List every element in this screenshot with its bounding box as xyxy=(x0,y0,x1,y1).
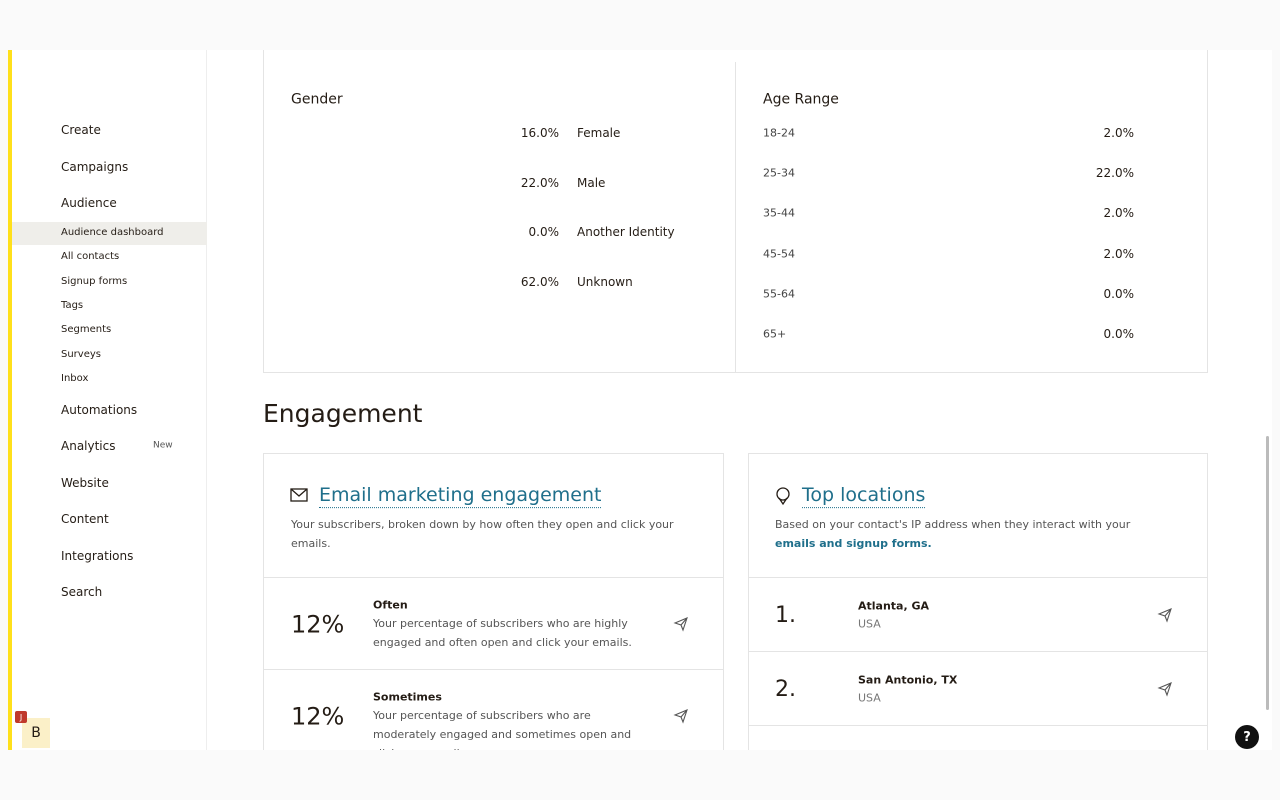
scrollbar-thumb xyxy=(1266,436,1269,710)
age-value: 2.0% xyxy=(1103,205,1135,220)
nav-subitem[interactable]: Segments xyxy=(61,324,112,335)
age-label: 45-54 xyxy=(763,247,795,261)
location-rank: 1. xyxy=(775,602,796,628)
section-heading: Engagement xyxy=(263,399,423,428)
notification-badge: J xyxy=(15,711,27,723)
engagement-description: Your percentage of subscribers who are m… xyxy=(373,709,632,750)
nav-item[interactable]: Integrations xyxy=(61,548,134,563)
location-country: USA xyxy=(858,617,881,631)
legend-value: 22.0% xyxy=(520,175,559,190)
location-rank: 2. xyxy=(775,676,796,702)
age-label: 18-24 xyxy=(763,126,795,140)
location-city: Atlanta, GA xyxy=(858,599,930,613)
legend-value: 0.0% xyxy=(528,224,560,239)
nav-subitem[interactable]: All contacts xyxy=(61,251,120,262)
location-country: USA xyxy=(858,691,881,705)
age-value: 2.0% xyxy=(1103,246,1135,261)
age-label: 55-64 xyxy=(763,287,795,301)
nav-subitem[interactable]: Surveys xyxy=(61,349,101,360)
nav-item[interactable]: Audience xyxy=(61,195,117,210)
row-divider xyxy=(748,725,1208,726)
legend-label: Another Identity xyxy=(577,224,675,239)
card-title[interactable]: Top locations xyxy=(802,484,926,508)
age-value: 2.0% xyxy=(1103,125,1135,140)
chart-title: Gender xyxy=(291,91,343,108)
engagement-value: 12% xyxy=(291,610,345,639)
nav-item[interactable]: Website xyxy=(61,475,109,490)
screen: Create Campaigns Audience Automations Analyt… xyxy=(8,50,1272,750)
mail-icon-flap xyxy=(290,488,308,497)
pin-icon-tip xyxy=(778,497,788,506)
share-icon[interactable] xyxy=(1157,608,1172,623)
card-title[interactable]: Email marketing engagement xyxy=(319,484,602,508)
nav-subitem[interactable]: Tags xyxy=(61,300,84,311)
location-city: San Antonio, TX xyxy=(858,673,958,687)
share-icon[interactable] xyxy=(673,709,688,724)
nav-item[interactable]: Analytics xyxy=(61,438,116,453)
row-divider xyxy=(263,577,724,578)
chart-title: Age Range xyxy=(763,91,839,108)
age-label: 65+ xyxy=(763,327,787,341)
nav-subitem[interactable]: Audience dashboard xyxy=(61,227,164,238)
nav-item[interactable]: Search xyxy=(61,584,103,599)
email-card xyxy=(263,453,724,750)
age-value: 0.0% xyxy=(1103,286,1135,301)
pin-icon xyxy=(776,487,790,501)
legend-value: 16.0% xyxy=(520,125,559,140)
card-divider xyxy=(735,62,736,373)
card-description: Your subscribers, broken down by how oft… xyxy=(291,518,674,550)
engagement-title: Sometimes xyxy=(373,690,442,704)
row-divider xyxy=(263,669,724,670)
nav-subitem[interactable]: Signup forms xyxy=(61,276,128,287)
age-value: 0.0% xyxy=(1103,326,1135,341)
card-description: Based on your contact's IP address when … xyxy=(775,515,1165,553)
avatar[interactable]: B xyxy=(22,718,50,748)
new-badge: New xyxy=(153,440,173,451)
engagement-value: 12% xyxy=(291,702,345,731)
legend-value: 62.0% xyxy=(520,274,559,289)
active-subitem-bg xyxy=(12,222,207,245)
nav-item[interactable]: Campaigns xyxy=(61,159,129,174)
engagement-title: Often xyxy=(373,598,408,612)
sidebar xyxy=(12,50,207,750)
engagement-description: Your percentage of subscribers who are h… xyxy=(373,617,632,649)
description-link[interactable]: emails and signup forms. xyxy=(775,537,932,550)
age-label: 25-34 xyxy=(763,166,795,180)
nav-subitem[interactable]: Inbox xyxy=(61,373,89,384)
age-value: 22.0% xyxy=(1095,165,1134,180)
share-icon[interactable] xyxy=(1157,682,1172,697)
mail-icon xyxy=(290,488,308,502)
row-divider xyxy=(748,651,1208,652)
help-button[interactable]: ? xyxy=(1235,725,1259,749)
nav-item[interactable]: Content xyxy=(61,511,109,526)
row-divider xyxy=(748,577,1208,578)
nav-item[interactable]: Create xyxy=(61,122,101,137)
share-icon[interactable] xyxy=(673,617,688,632)
locations-card xyxy=(748,453,1208,750)
age-label: 35-44 xyxy=(763,206,795,220)
legend-label: Male xyxy=(577,175,606,190)
nav-item[interactable]: Automations xyxy=(61,402,138,417)
legend-label: Female xyxy=(577,125,621,140)
legend-label: Unknown xyxy=(577,274,633,289)
